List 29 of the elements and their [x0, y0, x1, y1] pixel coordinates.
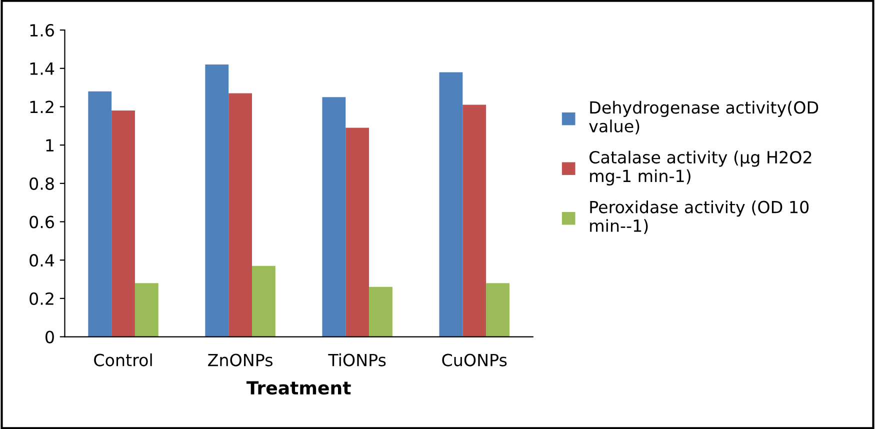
x-tick-label: ZnONPs [208, 354, 272, 366]
x-tick-label: CuONPs [442, 354, 507, 366]
y-tick-label: 0.8 [30, 177, 54, 190]
bar [88, 91, 112, 337]
y-tick-label: 1.4 [30, 62, 54, 75]
y-tick-label: 0.2 [30, 292, 54, 305]
x-tick-label: Control [94, 353, 152, 366]
legend-label: Catalase activity (µg H2O2 mg-1 min-1) [590, 150, 812, 186]
bar [228, 93, 252, 337]
y-tick-label: 0 [46, 330, 54, 344]
y-tick-label: 0.4 [30, 254, 54, 267]
bar [439, 72, 463, 337]
y-tick-label: 1 [46, 139, 54, 152]
legend-label: Peroxidase activity (OD 10 min--1) [590, 200, 809, 234]
y-tick-label: 1.2 [30, 100, 54, 114]
x-axis-title: Treatment [246, 381, 351, 395]
y-tick-label: 0.6 [30, 216, 54, 228]
bar [346, 128, 370, 337]
bar [134, 283, 158, 337]
bar [252, 266, 276, 337]
bar [462, 104, 486, 337]
legend-label: Dehydrogenase activity(OD value) [589, 100, 818, 134]
y-tick-label: 1.6 [30, 24, 54, 37]
bar [369, 286, 392, 337]
x-tick-label: TiONPs [328, 353, 386, 366]
bar [322, 97, 346, 337]
bar [112, 110, 135, 337]
bar [205, 64, 229, 337]
bar [486, 283, 510, 337]
